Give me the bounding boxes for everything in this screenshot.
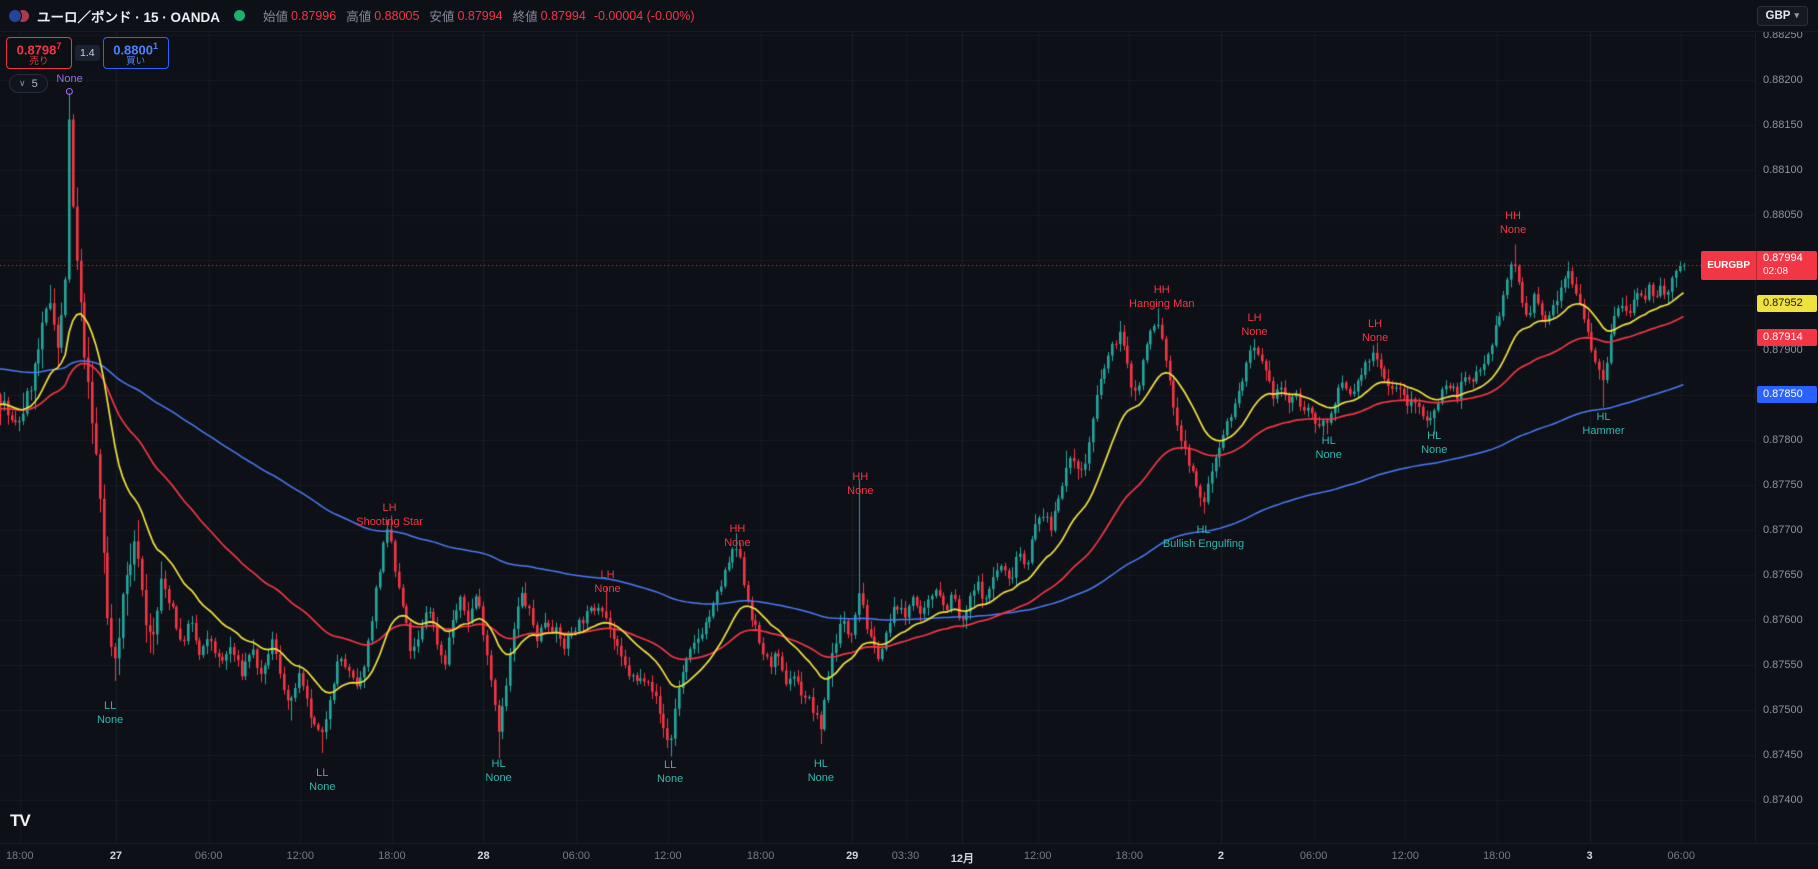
high-label: 高値 [346,10,372,24]
pattern-marker: LL None [96,700,124,726]
price-axis-tick: 0.87650 [1763,568,1803,581]
currency-dropdown[interactable]: GBP ▾ [1756,5,1808,26]
change-value: -0.00004 (-0.00%) [593,8,695,23]
time-axis-tick: 3 [1586,850,1593,862]
buy-price: 0.8800 [113,42,153,58]
chevron-down-icon: ∨ [19,78,26,88]
current-price-value: 0.87994 [1763,252,1803,265]
chart-header: ユーロ／ポンド · 15 · OANDA 始値 0.87996 高値 0.880… [0,0,1818,32]
time-axis-tick: 06:00 [1667,850,1695,862]
trade-panel: 0.87987 売り 1.4 0.88001 買い [6,37,169,69]
price-axis-tick: 0.87800 [1763,433,1803,446]
pattern-marker: LL None [309,766,336,793]
indicators-count: 5 [31,77,38,90]
time-axis-tick: 27 [109,850,123,862]
price-axis-tick: 0.87600 [1763,613,1803,626]
pattern-marker: HH Hanging Man [1129,284,1195,311]
price-axis-tick: 0.88200 [1763,73,1803,86]
sell-price-pip: 7 [56,40,62,51]
current-price-badge: EURGBP 0.87994 02:08 [1701,251,1817,281]
buy-button[interactable]: 0.88001 買い [102,37,169,69]
price-axis[interactable]: 0.882500.882000.881500.881000.880500.880… [1755,29,1818,843]
pattern-marker: HL None [1315,435,1342,462]
candlestick-chart[interactable] [0,32,1818,843]
low-value: 0.87994 [457,8,503,23]
chevron-down-icon: ▾ [1794,10,1799,20]
pattern-marker: LH None [594,568,621,595]
time-axis-tick: 18:00 [1483,850,1511,862]
ohlc-readout: 始値 0.87996 高値 0.88005 安値 0.87994 終値 0.87… [253,6,695,25]
ma-value-badge: 0.87952 [1757,294,1817,312]
time-axis-tick: 06:00 [194,850,223,862]
pattern-marker: HH None [847,471,874,498]
sell-button[interactable]: 0.87987 売り [6,37,72,69]
price-axis-tick: 0.87450 [1763,748,1803,761]
time-axis-tick: 03:30 [891,850,920,862]
open-label: 始値 [263,10,289,24]
time-axis-tick: 12:00 [1023,850,1052,862]
close-value: 0.87994 [540,8,586,23]
price-axis-tick: 0.87500 [1763,703,1803,716]
spread-value: 1.4 [75,45,100,61]
time-axis-tick: 12:00 [654,850,682,862]
buy-price-pip: 1 [152,40,158,51]
ma-value-badge: 0.87850 [1757,386,1817,404]
time-axis[interactable]: 18:00 27 06:00 12:00 18:00 28 06:00 12:00 18:00 2… [0,843,1818,869]
pattern-marker: None [56,72,83,95]
time-axis-tick: 18:00 [746,850,775,862]
price-axis-tick: 0.87550 [1763,658,1803,671]
currency-label: GBP [1765,9,1791,22]
ma-value-badge: 0.87914 [1757,328,1817,346]
time-axis-tick: 06:00 [1299,850,1328,862]
price-axis-tick: 0.87700 [1763,523,1803,536]
pattern-marker: LH Shooting Star [356,502,423,528]
pattern-marker: HL None [485,757,512,784]
sell-label: 売り [29,56,49,68]
sell-price: 0.8798 [16,42,57,58]
symbol-tag: EURGBP [1701,251,1757,281]
pattern-marker: LH None [1361,318,1389,345]
price-axis-tick: 0.88050 [1763,208,1803,221]
symbol-title[interactable]: ユーロ／ポンド · 15 · OANDA [37,9,221,25]
time-axis-tick: 18:00 [5,850,34,862]
time-axis-tick: 29 [846,850,859,862]
pattern-marker: HL None [807,757,835,784]
time-axis-tick: 18:00 [378,850,406,862]
pattern-marker: HL Hammer [1582,411,1625,438]
pattern-marker: HH None [724,522,751,549]
time-axis-tick: 2 [1217,850,1224,862]
indicators-collapse-button[interactable]: ∨ 5 [9,74,48,93]
open-value: 0.87996 [291,8,337,23]
time-axis-tick: 06:00 [562,850,590,862]
close-label: 終値 [512,10,538,24]
symbol-pair-icon[interactable] [8,8,31,24]
pattern-marker: HL None [1421,430,1448,456]
time-axis-tick: 18:00 [1115,850,1144,862]
pivot-circle-icon [66,87,74,95]
bar-countdown: 02:08 [1763,266,1789,278]
price-axis-tick: 0.87750 [1763,478,1803,491]
chart-area: 0.87987 売り 1.4 0.88001 買い ∨ 5 None LL None… [0,29,1818,843]
price-axis-tick: 0.88100 [1763,163,1803,176]
tradingview-logo[interactable]: TV [10,811,31,830]
pattern-marker: HL Bullish Engulfing [1162,523,1245,550]
low-label: 安値 [429,10,455,24]
time-axis-tick: 12:00 [1391,850,1419,862]
pattern-marker: LL None [656,759,684,786]
time-axis-tick: 12:00 [286,850,315,862]
pattern-marker: HH None [1499,209,1527,236]
symbol-info: ユーロ／ポンド · 15 · OANDA 始値 0.87996 高値 0.880… [8,6,695,26]
time-axis-tick: 28 [477,850,490,862]
price-axis-tick: 0.87400 [1763,793,1803,806]
buy-label: 買い [126,56,146,68]
oanda-logo-icon [234,10,246,21]
price-axis-tick: 0.87900 [1763,343,1803,356]
time-axis-tick: 12月 [950,853,974,865]
pattern-marker: LH None [1241,312,1268,339]
high-value: 0.88005 [374,8,420,23]
price-axis-tick: 0.88150 [1763,118,1803,131]
